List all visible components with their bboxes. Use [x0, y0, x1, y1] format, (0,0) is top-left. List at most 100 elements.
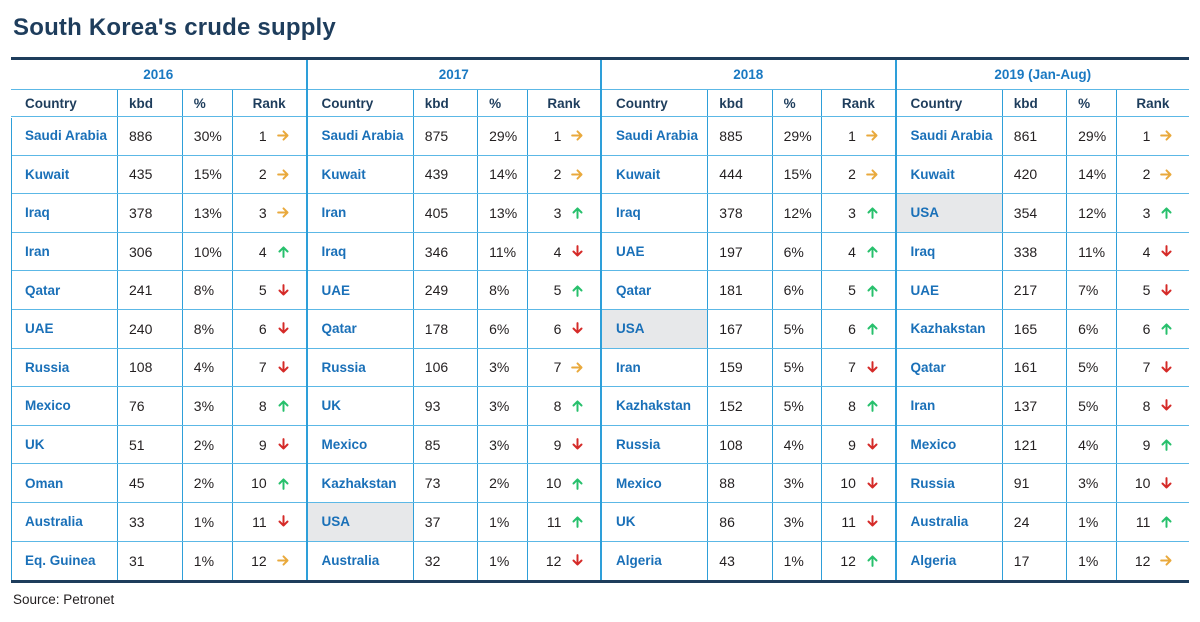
trend-down-arrow-icon [570, 244, 585, 259]
country-cell: Russia [25, 359, 70, 375]
rank-value: 4 [1142, 243, 1151, 260]
table-row: Mexico 121 4% 9 [896, 425, 1189, 465]
percent-cell: 1% [181, 502, 232, 541]
rank-cell: 11 [526, 502, 600, 541]
kbd-cell: 439 [412, 155, 477, 194]
percent-column-header: % [771, 90, 822, 116]
kbd-cell: 88 [707, 464, 771, 502]
year-header: 2019 (Jan-Aug) [896, 60, 1189, 90]
kbd-cell: 405 [412, 194, 477, 232]
kbd-cell: 108 [117, 348, 182, 387]
table-row: Mexico 85 3% 9 [307, 425, 600, 465]
country-cell: Iraq [25, 205, 50, 221]
country-cell: Iran [910, 398, 936, 414]
country-cell: Iran [616, 359, 641, 375]
rank-value: 11 [841, 513, 856, 530]
rank-cell: 8 [1115, 387, 1189, 425]
trend-up-arrow-icon [1159, 321, 1174, 336]
rank-value: 4 [848, 243, 856, 260]
table-row: UK 51 2% 9 [11, 425, 306, 465]
percent-cell: 7% [1066, 271, 1116, 309]
rank-cell: 4 [821, 232, 894, 271]
trend-up-arrow-icon [276, 476, 291, 491]
country-cell: Eq. Guinea [25, 553, 96, 569]
kbd-cell: 86 [707, 502, 771, 541]
rank-cell: 4 [526, 232, 600, 271]
rank-value: 9 [848, 436, 856, 453]
kbd-cell: 76 [117, 387, 182, 425]
table-row: Qatar 178 6% 6 [307, 309, 600, 349]
trend-down-arrow-icon [276, 283, 291, 298]
kbd-cell: 91 [1001, 464, 1066, 502]
rank-value: 1 [258, 127, 267, 144]
country-cell: Oman [25, 475, 64, 491]
percent-cell: 12% [1066, 194, 1116, 232]
year-section: 2018 Country kbd% Rank Saudi Arabia 885 29% 1 Ku… [600, 60, 895, 581]
kbd-cell: 354 [1001, 194, 1066, 232]
percent-cell: 2% [181, 425, 232, 464]
percent-cell: 6% [771, 232, 822, 271]
percent-cell: 1% [477, 502, 527, 541]
rank-value: 8 [1142, 397, 1151, 414]
kbd-cell: 31 [117, 541, 182, 581]
rank-cell: 11 [1115, 502, 1189, 541]
kbd-cell: 197 [707, 232, 771, 271]
percent-cell: 1% [1066, 541, 1116, 581]
country-cell: Mexico [25, 398, 71, 414]
table-row: Qatar 241 8% 5 [11, 271, 306, 310]
rank-value: 8 [848, 397, 856, 414]
rank-value: 2 [258, 166, 267, 183]
trend-down-arrow-icon [1159, 360, 1174, 375]
rank-cell: 12 [231, 541, 306, 581]
trend-same-arrow-icon [276, 128, 291, 143]
kbd-cell: 338 [1001, 232, 1066, 271]
rank-value: 2 [553, 166, 562, 183]
rank-value: 10 [251, 475, 267, 492]
country-cell: Australia [321, 553, 380, 569]
percent-cell: 11% [477, 232, 527, 271]
rank-value: 12 [251, 552, 267, 569]
percent-cell: 15% [181, 155, 232, 194]
trend-down-arrow-icon [276, 514, 291, 529]
trend-down-arrow-icon [276, 321, 291, 336]
percent-cell: 8% [477, 271, 527, 309]
country-cell: Algeria [616, 553, 662, 569]
table-row: Iraq 346 11% 4 [307, 232, 600, 272]
table-row: Saudi Arabia 875 29% 1 [307, 117, 600, 156]
trend-down-arrow-icon [1159, 283, 1174, 298]
table-row: Kuwait 439 14% 2 [307, 155, 600, 195]
rank-cell: 11 [821, 502, 894, 541]
trend-down-arrow-icon [570, 553, 585, 568]
percent-cell: 29% [771, 117, 822, 155]
table-row: Algeria 43 1% 12 [602, 541, 895, 581]
trend-down-arrow-icon [1159, 244, 1174, 259]
rank-cell: 10 [821, 464, 894, 502]
table-row: UAE 240 8% 6 [11, 309, 306, 349]
kbd-column-header: kbd [117, 90, 182, 116]
percent-cell: 3% [477, 387, 527, 425]
rank-cell: 5 [231, 271, 306, 309]
trend-down-arrow-icon [276, 360, 291, 375]
trend-down-arrow-icon [1159, 476, 1174, 491]
table-row: Russia 108 4% 9 [602, 425, 895, 465]
rank-value: 6 [848, 320, 856, 337]
kbd-cell: 32 [412, 541, 477, 581]
kbd-cell: 378 [117, 194, 182, 232]
kbd-cell: 37 [412, 502, 477, 541]
rank-cell: 9 [1115, 425, 1189, 464]
rank-value: 8 [258, 397, 267, 414]
kbd-column-header: kbd [707, 90, 771, 116]
rank-cell: 2 [231, 155, 306, 194]
trend-down-arrow-icon [570, 437, 585, 452]
rank-cell: 5 [1115, 271, 1189, 309]
country-cell: Australia [910, 514, 969, 530]
country-cell: Kuwait [910, 166, 955, 182]
rank-value: 7 [1142, 359, 1151, 376]
rank-value: 2 [1142, 166, 1151, 183]
country-cell: Kuwait [25, 166, 70, 182]
trend-same-arrow-icon [276, 167, 291, 182]
table-row: USA 167 5% 6 [602, 309, 895, 349]
country-cell: Iran [321, 205, 347, 221]
percent-cell: 30% [181, 117, 232, 155]
country-cell: Russia [321, 359, 366, 375]
